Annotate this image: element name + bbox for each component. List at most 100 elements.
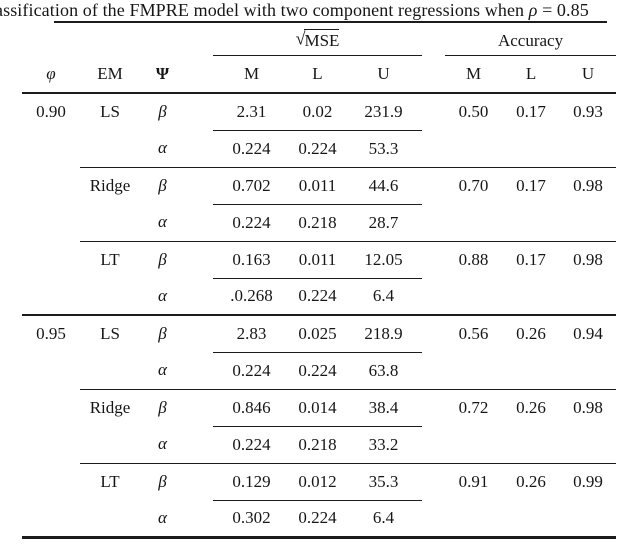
cell-acc-l: 0.17 xyxy=(516,175,546,195)
cell-mse-u: 28.7 xyxy=(345,204,423,242)
cell-phi: 0.90 xyxy=(36,102,66,121)
cell-mse-m: 0.302 xyxy=(213,500,290,539)
cell-acc-l: 0.17 xyxy=(516,102,546,121)
cell-phi xyxy=(22,278,80,316)
cell-psi: β xyxy=(158,324,167,343)
spacer-cell xyxy=(185,167,213,204)
cell-acc-u: 0.98 xyxy=(573,249,603,269)
cell-acc-m: 0.72 xyxy=(458,397,489,417)
col-header-acc-m: M xyxy=(445,55,503,94)
cell-mse-l: 0.02 xyxy=(290,93,345,131)
caption-value: = 0.85 xyxy=(537,0,589,20)
col-header-phi: φ xyxy=(22,55,80,94)
cell-mse-u: 6.4 xyxy=(345,278,423,316)
spacer-cell xyxy=(185,463,213,500)
cell-psi: β xyxy=(158,397,167,417)
cell-acc-l xyxy=(502,352,561,390)
spacer-cell xyxy=(185,55,213,94)
spacer-cell xyxy=(185,204,213,242)
spacer-cell xyxy=(422,167,445,204)
spacer-cell xyxy=(422,241,445,278)
cell-mse-l: 0.224 xyxy=(290,500,345,539)
table-row: 0.90 LS β 2.31 0.02 231.9 0.50 0.17 0.93 xyxy=(22,93,616,131)
table-row: α 0.224 0.224 63.8 xyxy=(22,352,617,390)
cell-acc-l xyxy=(502,204,561,242)
cell-em: LS xyxy=(100,324,120,343)
cell-acc-l xyxy=(502,500,561,539)
cell-acc-u: 0.98 xyxy=(573,397,603,417)
cell-mse-u: 44.6 xyxy=(345,167,423,205)
cell-acc-u xyxy=(560,500,617,539)
table-row: α 0.224 0.224 53.3 xyxy=(22,130,617,168)
col-header-acc-l: L xyxy=(502,55,561,94)
cell-acc-m: 0.50 xyxy=(458,102,489,121)
cell-mse-l: 0.011 xyxy=(290,167,345,205)
table-row: Ridge β 0.702 0.011 44.6 0.70 0.17 0.98 xyxy=(22,167,616,205)
cell-mse-m: 2.31 xyxy=(213,93,290,131)
cell-mse-m: 0.224 xyxy=(213,352,290,390)
cell-mse-u: 38.4 xyxy=(345,389,423,427)
cell-em: Ridge xyxy=(89,175,131,195)
cell-acc-l: 0.26 xyxy=(516,324,546,343)
cell-mse-m: 0.224 xyxy=(213,130,290,168)
cell-em xyxy=(80,278,140,316)
spacer-cell xyxy=(422,463,445,500)
col-header-mse-u: U xyxy=(345,55,423,94)
spacer-cell xyxy=(422,500,446,539)
cell-psi: α xyxy=(140,130,185,168)
cell-acc-m xyxy=(445,130,503,168)
cell-em xyxy=(80,352,140,390)
cell-acc-l: 0.26 xyxy=(516,397,546,417)
cell-phi xyxy=(22,241,80,278)
cell-acc-m xyxy=(445,278,503,316)
cell-psi: β xyxy=(158,175,167,195)
spacer-cell xyxy=(185,241,213,278)
sqrt-radical-symbol: √ xyxy=(295,28,306,49)
cell-mse-u: 6.4 xyxy=(345,500,423,539)
cell-phi xyxy=(22,167,80,204)
spacer-cell xyxy=(185,389,213,426)
mse-group-header: √MSE xyxy=(213,27,423,56)
spacer-cell xyxy=(422,389,445,426)
table-row: α 0.224 0.218 33.2 xyxy=(22,426,617,464)
spacer-cell xyxy=(185,278,213,316)
cell-acc-m: 0.56 xyxy=(458,324,489,343)
cell-mse-u: 53.3 xyxy=(345,130,423,168)
spacer-cell xyxy=(22,27,213,55)
cell-mse-m: 0.129 xyxy=(213,463,290,501)
spacer-cell xyxy=(422,27,445,55)
cell-acc-l xyxy=(502,426,561,464)
cell-acc-m xyxy=(445,426,503,464)
cell-mse-l: 0.224 xyxy=(290,278,345,316)
table-row: α 0.224 0.218 28.7 xyxy=(22,204,617,242)
cell-psi: β xyxy=(158,471,167,491)
cell-acc-m: 0.88 xyxy=(458,249,489,269)
spacer-cell xyxy=(422,55,446,94)
table-row: LT β 0.163 0.011 12.05 0.88 0.17 0.98 xyxy=(22,241,616,279)
cell-mse-m: 0.702 xyxy=(213,167,290,205)
cell-phi xyxy=(22,500,80,539)
cell-mse-u: 12.05 xyxy=(345,241,423,279)
caption-text: assification of the FMPRE model with two… xyxy=(0,0,529,20)
cell-acc-l xyxy=(502,130,561,168)
cell-psi: α xyxy=(140,500,185,539)
table-row: 0.95 LS β 2.83 0.025 218.9 0.56 0.26 0.94 xyxy=(22,315,616,353)
table-row: α 0.302 0.224 6.4 xyxy=(22,500,617,539)
spacer-cell xyxy=(185,130,213,168)
cell-mse-l: 0.011 xyxy=(290,241,345,279)
cell-mse-u: 63.8 xyxy=(345,352,423,390)
table-caption: assification of the FMPRE model with two… xyxy=(0,0,589,21)
cell-acc-u xyxy=(560,130,617,168)
cell-acc-m: 0.70 xyxy=(458,175,489,195)
cell-acc-l: 0.26 xyxy=(516,471,546,491)
cell-mse-u: 218.9 xyxy=(345,315,423,353)
cell-acc-u xyxy=(560,426,617,464)
cell-acc-u: 0.94 xyxy=(573,324,603,343)
cell-acc-l xyxy=(502,278,561,316)
table-row: Ridge β 0.846 0.014 38.4 0.72 0.26 0.98 xyxy=(22,389,616,427)
cell-em: LT xyxy=(100,471,120,491)
cell-acc-m: 0.91 xyxy=(458,471,489,491)
spacer-cell xyxy=(422,278,446,316)
cell-mse-m: 0.163 xyxy=(213,241,290,279)
